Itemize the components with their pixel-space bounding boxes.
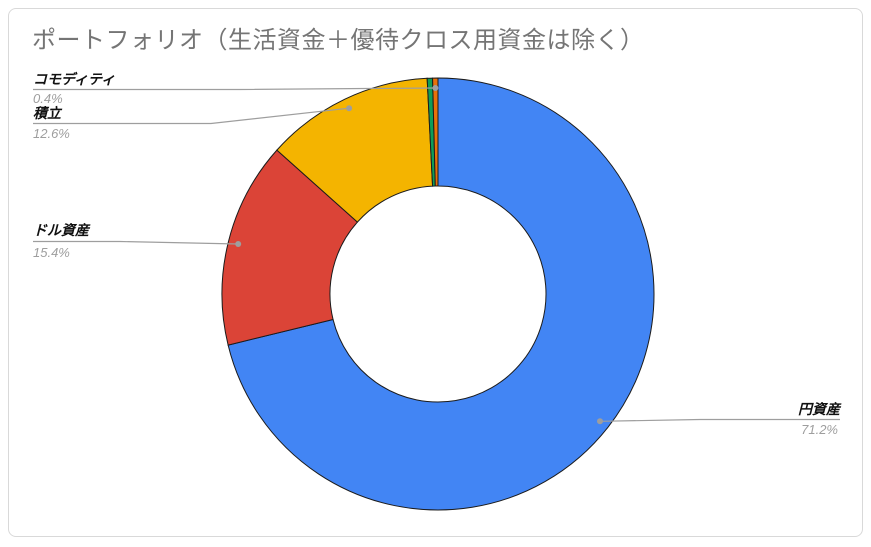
- percent-accumulation: 12.6%: [33, 126, 70, 141]
- label-accumulation: 積立: [33, 105, 61, 121]
- leader-dot: [346, 105, 353, 112]
- chart-title: ポートフォリオ（生活資金＋優待クロス用資金は除く）: [32, 27, 645, 54]
- leader-dot: [597, 418, 603, 425]
- pie-slice[interactable]: [227, 77, 655, 511]
- leader-line: [33, 240, 239, 245]
- label-yen-assets: 円資産: [798, 401, 840, 417]
- label-commodity: コモディティ: [33, 71, 116, 87]
- pie-slice[interactable]: [221, 149, 359, 346]
- percent-dollar-assets: 15.4%: [33, 245, 70, 260]
- percent-commodity: 0.4%: [33, 91, 63, 106]
- leader-dot: [235, 241, 242, 247]
- leader-line: [599, 418, 840, 422]
- label-dollar-assets: ドル資産: [33, 222, 89, 238]
- pie-slice[interactable]: [432, 77, 439, 187]
- leader-line: [33, 87, 436, 91]
- leader-line: [33, 107, 350, 125]
- percent-yen-assets: 71.2%: [801, 422, 838, 437]
- leader-dot: [432, 85, 439, 91]
